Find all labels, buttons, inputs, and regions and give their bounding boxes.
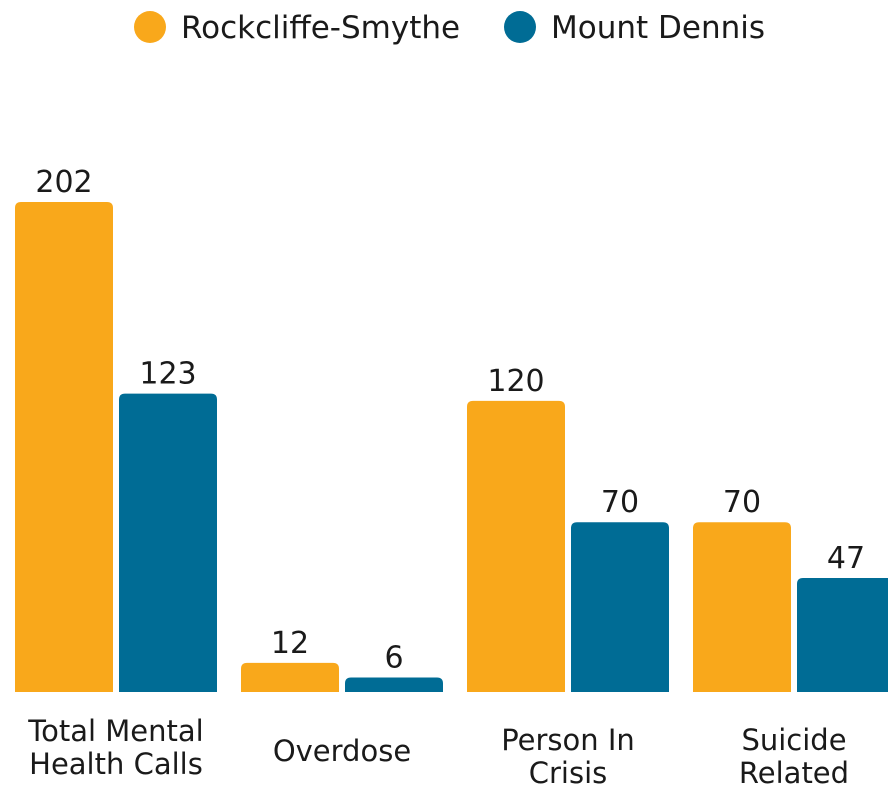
category-label-3: Suicide Related [739,723,849,786]
value-label-s1-c3: 47 [827,541,865,576]
value-label-s0-c0: 202 [35,165,92,200]
category-label-2-line-0: Person In [501,723,635,757]
category-label-0-line-0: Total Mental [27,714,203,748]
category-label-2: Person In Crisis [501,723,635,786]
value-label-s0-c3: 70 [723,485,761,520]
legend-label-0: Rockcliffe-Smythe [181,10,460,46]
value-label-s0-c1: 12 [271,626,309,661]
bar-s0-c0 [15,202,113,692]
bar-s1-c3 [797,577,888,692]
value-label-s1-c0: 123 [139,357,196,392]
bars [15,202,888,692]
legend-swatch-0 [134,11,166,43]
value-label-s1-c1: 6 [384,640,403,675]
bar-s0-c3 [693,522,791,692]
category-label-0-line-1: Health Calls [29,747,203,781]
category-label-1-line-0: Overdose [273,734,411,768]
value-label-s1-c2: 70 [601,485,639,520]
bar-s1-c1 [345,677,443,692]
category-labels: Total Mental Health Calls Overdose Person I… [27,714,849,786]
category-label-3-line-0: Suicide [741,723,846,757]
category-label-0: Total Mental Health Calls [27,714,203,781]
bar-s0-c2 [467,400,565,692]
legend-label-1: Mount Dennis [551,10,765,46]
value-label-s0-c2: 120 [487,364,544,399]
category-label-1: Overdose [273,734,411,768]
category-label-3-line-1: Related [739,756,849,786]
bar-s1-c2 [571,522,669,692]
legend: Rockcliffe-Smythe Mount Dennis [134,10,765,46]
bar-s0-c1 [241,662,339,692]
category-label-2-line-1: Crisis [529,756,608,786]
legend-swatch-1 [504,11,536,43]
bar-s1-c0 [119,393,217,692]
value-labels: 202 12 120 70 123 6 70 47 [35,165,865,675]
